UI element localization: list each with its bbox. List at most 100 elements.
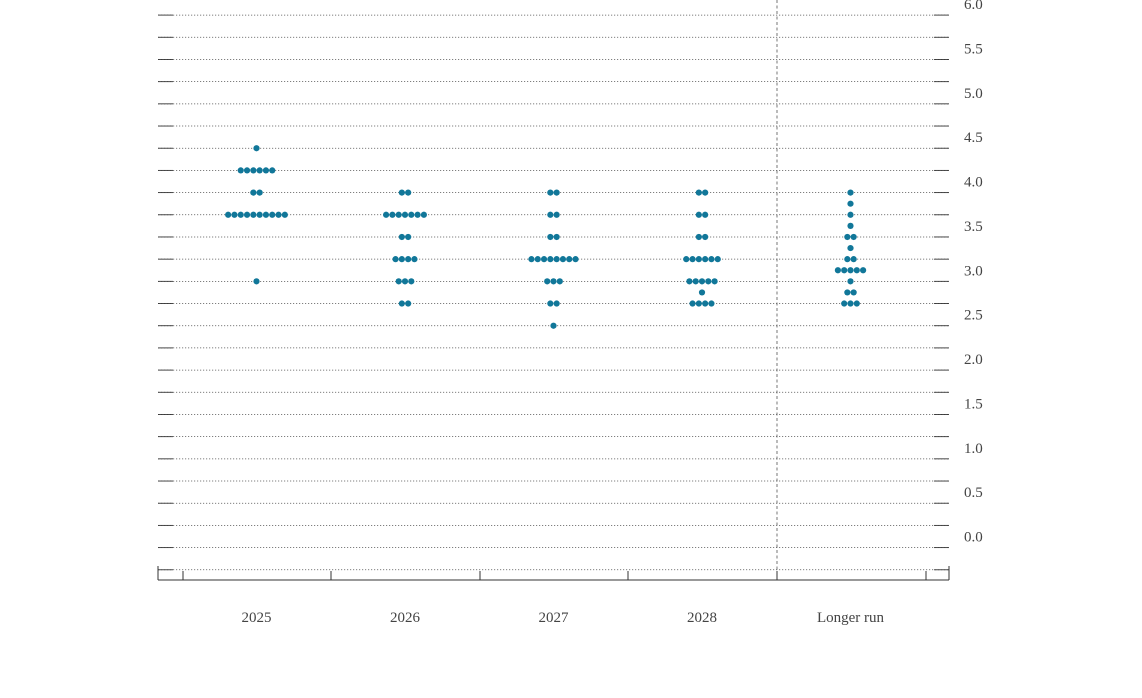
data-dot [847, 189, 854, 196]
data-dot [572, 256, 579, 263]
data-dot [556, 278, 563, 285]
grid-lines [158, 14, 949, 571]
data-dot [243, 211, 251, 218]
data-dot [262, 167, 270, 174]
data-dot [528, 256, 535, 263]
data-dot [853, 267, 860, 274]
data-dot [547, 211, 554, 218]
data-dot [544, 278, 551, 285]
y-tick-labels: 0.0 0.5 1.0 1.5 2.0 2.5 3.0 3.5 4.0 4.5 5.0 5.5 6.0 [964, 0, 983, 546]
data-dot [702, 189, 709, 196]
data-dot [553, 233, 560, 241]
data-dot [392, 256, 399, 263]
y-tick-label: 4.5 [964, 130, 983, 146]
data-dot [225, 211, 232, 218]
data-dot [844, 233, 851, 241]
data-dot [686, 278, 693, 285]
data-dot [702, 300, 709, 307]
data-dot [547, 233, 554, 241]
data-dot [553, 256, 560, 263]
category-label: 2028 [687, 610, 717, 626]
data-dot [553, 189, 560, 196]
data-dot [540, 256, 548, 263]
data-dot [708, 256, 715, 263]
data-dot [405, 233, 412, 241]
data-dot [708, 300, 715, 307]
data-dot [398, 300, 405, 307]
data-dot [566, 256, 573, 263]
data-dot [860, 267, 867, 274]
y-tick-label: 0.0 [964, 530, 983, 546]
data-dot [275, 211, 282, 218]
data-dot [711, 278, 718, 285]
data-dot [534, 256, 541, 263]
data-dot [698, 278, 706, 285]
data-dot [420, 211, 427, 218]
data-dot [253, 145, 260, 152]
data-dot [550, 278, 557, 285]
data-dot [408, 278, 415, 285]
data-dot [256, 211, 263, 218]
data-dot [547, 256, 554, 263]
data-dot [398, 256, 405, 263]
data-dot [847, 300, 854, 307]
data-dot [389, 211, 396, 218]
data-dot [689, 256, 696, 263]
data-dot [702, 256, 709, 263]
data-dot [237, 211, 244, 218]
data-dot [405, 189, 412, 196]
data-dot [553, 211, 560, 218]
data-dot [850, 256, 857, 263]
category-label: 2026 [390, 610, 421, 626]
data-dot [550, 322, 557, 329]
data-dot [547, 189, 554, 196]
data-dot [383, 211, 390, 218]
data-dot [847, 222, 854, 229]
data-dot [683, 256, 690, 263]
y-tick-label: 5.0 [964, 86, 983, 102]
data-dot [695, 211, 702, 218]
data-dot [253, 278, 260, 285]
data-dot [695, 189, 702, 196]
data-dot [553, 300, 560, 307]
data-dot [405, 256, 412, 263]
dots [225, 145, 867, 329]
y-tick-label: 2.0 [964, 352, 983, 368]
data-dot [398, 233, 405, 241]
data-dot [705, 278, 712, 285]
data-dot [850, 233, 857, 241]
y-tick-label: 2.5 [964, 308, 983, 324]
data-dot [414, 211, 421, 218]
data-dot [847, 278, 854, 285]
data-dot [847, 200, 854, 207]
axes [157, 0, 950, 581]
data-dot [250, 211, 257, 218]
data-dot [844, 256, 851, 263]
data-dot [395, 211, 402, 218]
data-dot [847, 244, 854, 252]
data-dot [395, 278, 402, 285]
category-label: 2027 [539, 610, 570, 626]
data-dot [692, 278, 699, 285]
data-dot [237, 167, 244, 174]
y-tick-label: 1.0 [964, 441, 983, 457]
data-dot [695, 256, 702, 263]
y-tick-label: 3.0 [964, 263, 983, 279]
y-tick-label: 6.0 [964, 0, 983, 13]
y-tick-label: 1.5 [964, 396, 983, 412]
data-dot [401, 278, 409, 285]
data-dot [841, 300, 848, 307]
data-dot [847, 267, 854, 274]
data-dot [256, 167, 263, 174]
data-dot [281, 211, 288, 218]
data-dot [398, 189, 405, 196]
data-dot [695, 300, 702, 307]
category-label: Longer run [817, 610, 885, 626]
data-dot [689, 300, 696, 307]
data-dot [841, 267, 848, 274]
data-dot [695, 233, 702, 241]
category-labels: 2025 2026 2027 2028 Longer run [242, 610, 885, 626]
data-dot [269, 167, 276, 174]
y-tick-label: 4.0 [964, 175, 983, 191]
